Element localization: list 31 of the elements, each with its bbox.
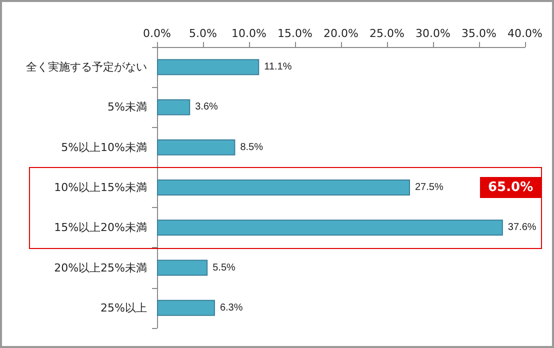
y-tick-label: 20%以上25%未満 (54, 261, 147, 274)
data-label: 3.6% (195, 102, 218, 113)
bar (157, 260, 208, 276)
bar (157, 300, 215, 316)
y-tick-label: 全く実施する予定がない (26, 60, 147, 74)
x-tick-label: 5.0% (189, 27, 217, 40)
annotation: 65.0% (480, 176, 542, 198)
bar (157, 59, 260, 76)
x-tick-label: 25.0% (370, 27, 404, 40)
data-label: 11.1% (264, 62, 292, 73)
data-label: 8.5% (240, 142, 264, 153)
y-tick-label: 25%以上 (100, 301, 147, 314)
x-tick-label: 15.0% (278, 27, 312, 40)
x-tick-label: 0.0% (143, 27, 171, 40)
bar (157, 220, 503, 236)
y-tick-label: 15%以上20%未満 (54, 221, 147, 234)
y-tick-label: 5%未満 (108, 100, 147, 114)
x-tick-label: 10.0% (232, 27, 266, 40)
x-tick-label: 40.0% (508, 27, 542, 40)
x-tick-label: 20.0% (324, 27, 358, 40)
bar (157, 99, 190, 116)
data-label: 5.5% (212, 262, 236, 274)
data-label: 27.5% (415, 182, 444, 193)
bar (157, 139, 236, 156)
x-tick-label: 30.0% (416, 27, 450, 40)
y-tick-label: 5%以上10%未満 (61, 140, 147, 154)
y-tick-label: 10%以上15%未満 (54, 181, 147, 194)
bar (157, 180, 410, 196)
x-tick-label: 35.0% (462, 27, 496, 40)
data-label: 6.3% (220, 302, 243, 314)
data-label: 37.6% (508, 222, 536, 234)
